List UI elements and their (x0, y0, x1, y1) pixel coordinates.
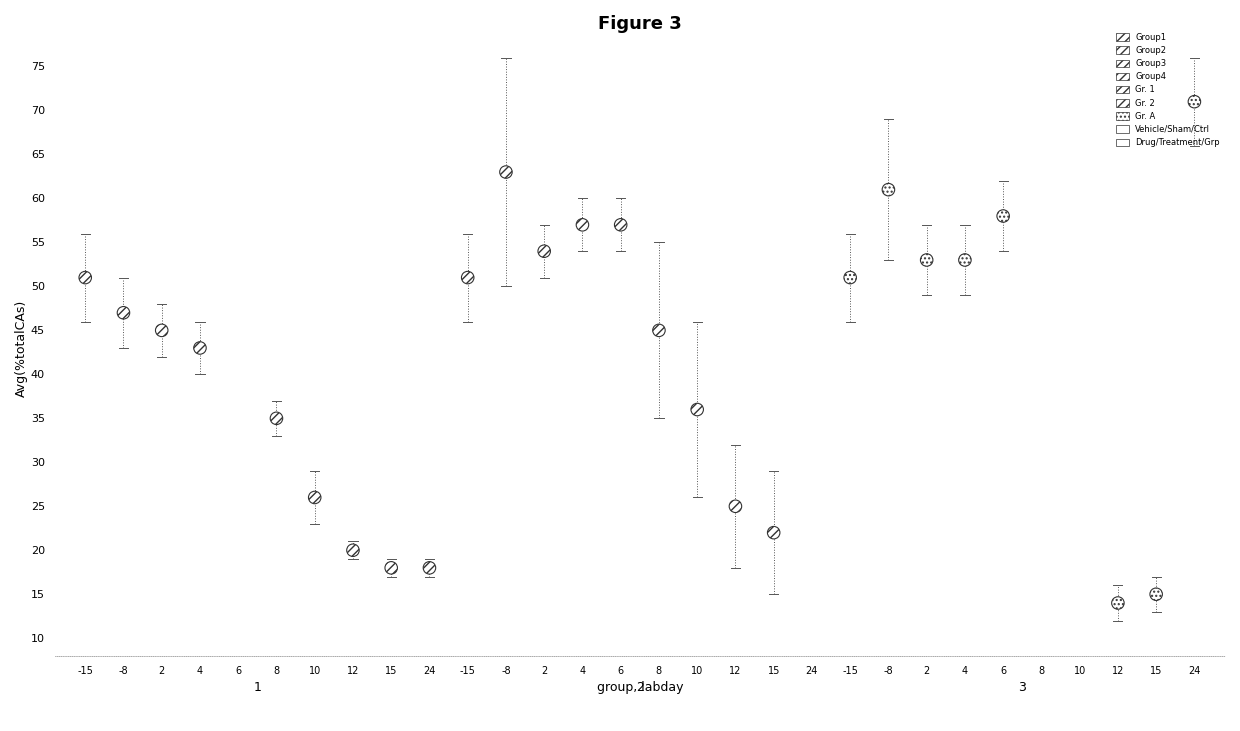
X-axis label: group, labday: group, labday (596, 681, 683, 694)
Point (151, 325, 171, 336)
Point (1184, 96, 1204, 107)
Point (573, 219, 593, 231)
Y-axis label: Avg(%totalCAs): Avg(%totalCAs) (15, 299, 29, 397)
Point (190, 342, 210, 354)
Point (841, 272, 861, 284)
Point (878, 183, 898, 195)
Point (611, 219, 631, 231)
Text: 1: 1 (253, 681, 262, 694)
Point (1146, 588, 1166, 600)
Point (649, 325, 668, 336)
Legend: Group1, Group2, Group3, Group4, Gr. 1, Gr. 2, Gr. A, Vehicle/Sham/Ctrl, Drug/Tre: Group1, Group2, Group3, Group4, Gr. 1, G… (1112, 29, 1224, 151)
Point (955, 254, 975, 266)
Point (343, 545, 363, 556)
Title: Figure 3: Figure 3 (598, 15, 682, 33)
Point (458, 272, 477, 284)
Point (1109, 597, 1128, 609)
Text: 3: 3 (1018, 681, 1027, 694)
Point (381, 562, 401, 574)
Point (114, 307, 134, 319)
Point (305, 492, 325, 504)
Point (916, 254, 936, 266)
Point (76, 272, 95, 284)
Point (534, 246, 554, 257)
Point (687, 404, 707, 415)
Point (764, 527, 784, 539)
Text: 2: 2 (636, 681, 644, 694)
Point (993, 211, 1013, 222)
Point (725, 501, 745, 512)
Point (419, 562, 439, 574)
Point (496, 166, 516, 178)
Point (267, 412, 286, 424)
